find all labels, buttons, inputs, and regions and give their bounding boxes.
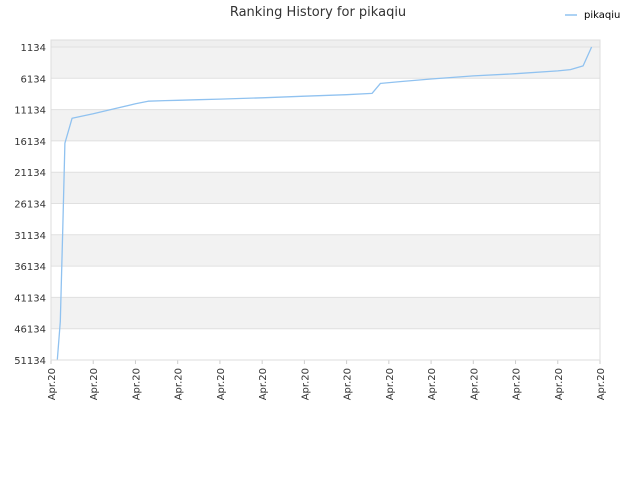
grid-band — [51, 328, 600, 360]
x-tick-label: Apr.20 — [300, 368, 311, 400]
y-tick-label: 21134 — [14, 168, 46, 179]
x-tick-label: Apr.20 — [427, 368, 438, 400]
y-tick-label: 1134 — [21, 43, 46, 54]
grid-band — [51, 172, 600, 204]
x-tick-label: Apr.20 — [385, 368, 396, 400]
y-tick-label: 51134 — [14, 356, 46, 367]
grid-band — [51, 266, 600, 298]
grid-band — [51, 140, 600, 173]
x-tick-label: Apr.20 — [343, 368, 354, 400]
series-layer — [56, 46, 593, 361]
y-tick-label: 31134 — [14, 231, 46, 242]
x-tick-label: Apr.20 — [512, 368, 523, 400]
x-tick-label: Apr.20 — [596, 368, 607, 400]
x-tick-label: Apr.20 — [131, 368, 142, 400]
grid-bands — [51, 40, 600, 360]
y-tick-label: 6134 — [21, 74, 46, 85]
x-tick-label: Apr.20 — [554, 368, 565, 400]
x-tick-label: Apr.20 — [258, 368, 269, 400]
x-tick-label: Apr.20 — [469, 368, 480, 400]
legend: pikaqiu — [565, 10, 620, 21]
series-line-pikaqiu — [56, 46, 593, 361]
grid-band — [51, 297, 600, 329]
x-tick-label: Apr.20 — [47, 368, 58, 400]
x-tick-label: Apr.20 — [89, 368, 100, 400]
legend-label: pikaqiu — [584, 10, 620, 21]
y-tick-label: 16134 — [14, 137, 46, 148]
y-tick-label: 41134 — [14, 293, 46, 304]
grid-band — [51, 203, 600, 235]
grid-band — [51, 109, 600, 141]
x-axis: Apr.20 Apr.20 Apr.20 Apr.20 Apr.20 Apr.20 Apr.… — [47, 360, 607, 400]
x-tick-label: Apr.20 — [216, 368, 227, 400]
x-tick-label: Apr.20 — [174, 368, 185, 400]
chart-title: Ranking History for pikaqiu — [230, 5, 406, 20]
grid-band — [51, 78, 600, 110]
y-axis: 1134 6134 11134 16134 21134 26134 31134 36134 41… — [14, 43, 46, 367]
y-tick-label: 36134 — [14, 262, 46, 273]
y-tick-label: 26134 — [14, 200, 46, 211]
grid-band — [51, 40, 600, 47]
y-tick-label: 46134 — [14, 325, 46, 336]
y-tick-label: 11134 — [14, 106, 46, 117]
plot-border — [50, 39, 601, 361]
grid-band — [51, 47, 600, 79]
grid-band — [51, 234, 600, 267]
